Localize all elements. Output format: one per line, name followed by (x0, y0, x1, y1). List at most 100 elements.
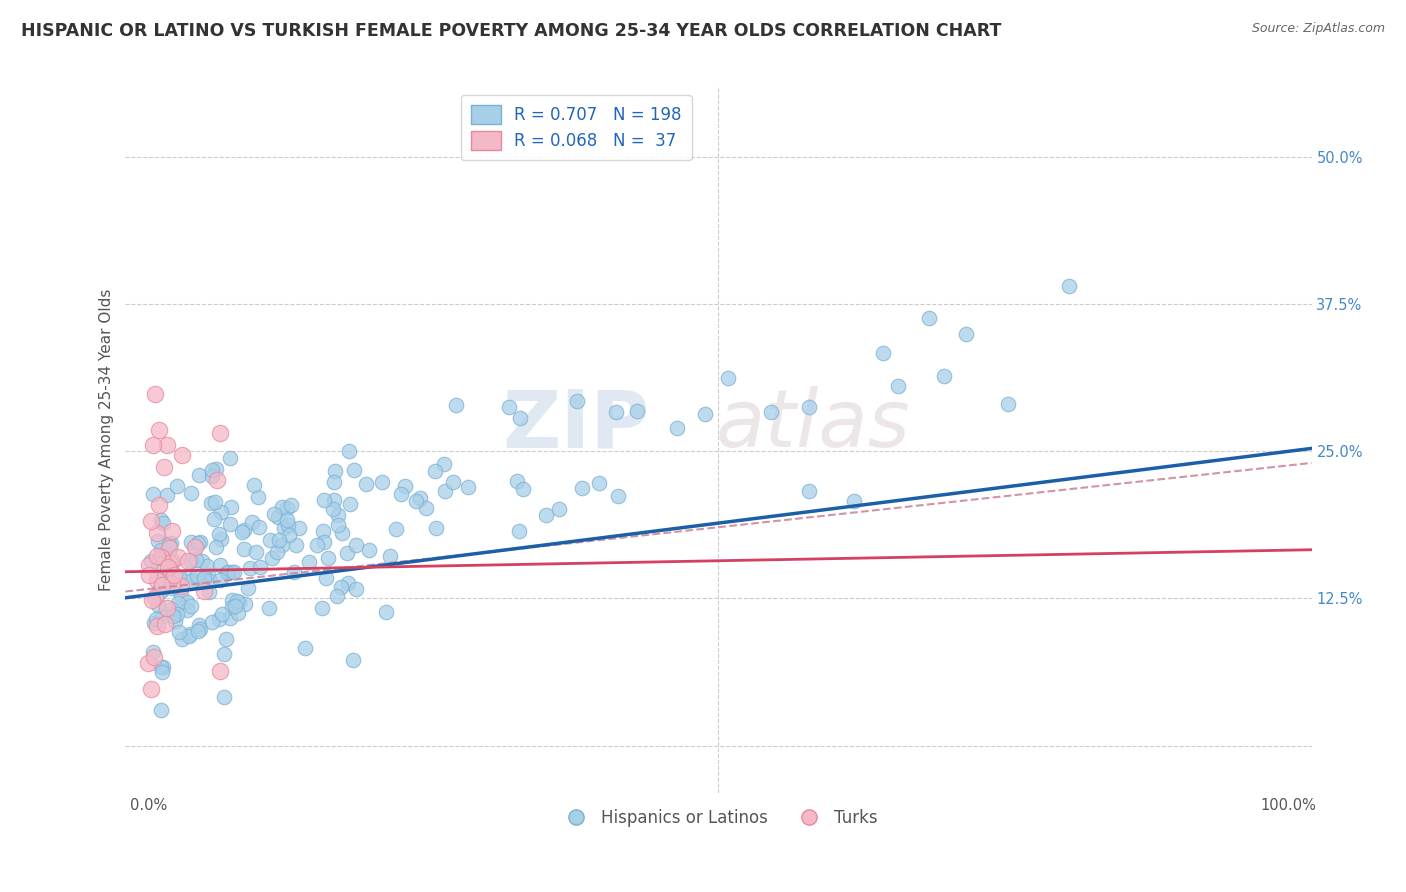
Point (298, 555, 321, 569)
Point (693, 407, 716, 421)
Point (221, 593, 243, 607)
Point (325, 589, 347, 603)
Point (150, 548, 173, 562)
Point (148, 423, 170, 437)
Point (193, 584, 215, 599)
Point (146, 534, 169, 549)
Point (160, 524, 183, 538)
Point (433, 458, 456, 472)
Point (208, 664, 231, 678)
Point (149, 659, 172, 673)
Point (294, 640, 316, 655)
Point (152, 516, 174, 530)
Point (512, 482, 534, 496)
Point (141, 682, 163, 697)
Point (153, 616, 176, 631)
Point (285, 538, 308, 552)
Point (143, 615, 166, 630)
Point (141, 592, 163, 607)
Point (170, 448, 193, 462)
Point (190, 554, 212, 568)
Point (385, 522, 408, 536)
Text: Source: ZipAtlas.com: Source: ZipAtlas.com (1251, 22, 1385, 36)
Point (224, 566, 246, 580)
Point (233, 597, 256, 611)
Point (205, 541, 228, 555)
Point (242, 478, 264, 492)
Point (209, 425, 232, 440)
Point (180, 574, 202, 588)
Point (138, 558, 160, 572)
Point (186, 568, 208, 582)
Point (337, 443, 360, 458)
Point (339, 497, 361, 511)
Point (218, 516, 240, 531)
Point (233, 523, 256, 537)
Point (548, 502, 571, 516)
Point (247, 520, 270, 534)
Point (180, 486, 202, 500)
Point (209, 505, 232, 519)
Point (326, 517, 349, 532)
Point (323, 493, 346, 508)
Point (157, 537, 180, 551)
Text: HISPANIC OR LATINO VS TURKISH FEMALE POVERTY AMONG 25-34 YEAR OLDS CORRELATION C: HISPANIC OR LATINO VS TURKISH FEMALE POV… (21, 22, 1001, 40)
Point (343, 463, 366, 477)
Point (259, 533, 281, 548)
Point (323, 475, 346, 489)
Point (156, 601, 179, 615)
Point (187, 618, 209, 632)
Point (148, 498, 170, 512)
Point (184, 541, 207, 555)
Point (311, 601, 333, 615)
Point (201, 469, 224, 483)
Point (152, 665, 174, 679)
Point (389, 487, 412, 501)
Point (270, 500, 292, 515)
Point (156, 487, 179, 501)
Point (169, 625, 191, 640)
Point (204, 495, 226, 509)
Point (239, 561, 262, 575)
Point (330, 525, 353, 540)
Point (314, 535, 336, 549)
Point (219, 500, 242, 514)
Point (276, 500, 298, 515)
Point (150, 578, 173, 592)
Text: atlas: atlas (716, 386, 911, 465)
Point (231, 525, 253, 540)
Point (138, 567, 160, 582)
Point (202, 511, 225, 525)
Point (208, 527, 231, 541)
Point (170, 588, 193, 602)
Point (236, 581, 259, 595)
Point (534, 508, 557, 523)
Point (145, 612, 167, 626)
Point (218, 610, 240, 624)
Y-axis label: Female Poverty Among 25-34 Year Olds: Female Poverty Among 25-34 Year Olds (100, 288, 114, 591)
Point (276, 513, 298, 527)
Point (273, 520, 295, 534)
Point (156, 570, 179, 584)
Point (277, 517, 299, 532)
Point (152, 563, 174, 577)
Point (156, 438, 179, 452)
Point (209, 532, 232, 546)
Point (844, 494, 866, 508)
Point (197, 558, 219, 573)
Point (215, 566, 238, 581)
Point (423, 464, 446, 478)
Point (605, 405, 627, 419)
Point (184, 540, 207, 554)
Point (160, 582, 183, 596)
Point (200, 496, 222, 510)
Point (208, 612, 231, 626)
Point (280, 498, 302, 512)
Point (249, 560, 271, 574)
Point (150, 609, 173, 624)
Point (425, 521, 447, 535)
Point (162, 609, 184, 624)
Point (176, 595, 198, 609)
Point (152, 459, 174, 474)
Point (197, 568, 219, 582)
